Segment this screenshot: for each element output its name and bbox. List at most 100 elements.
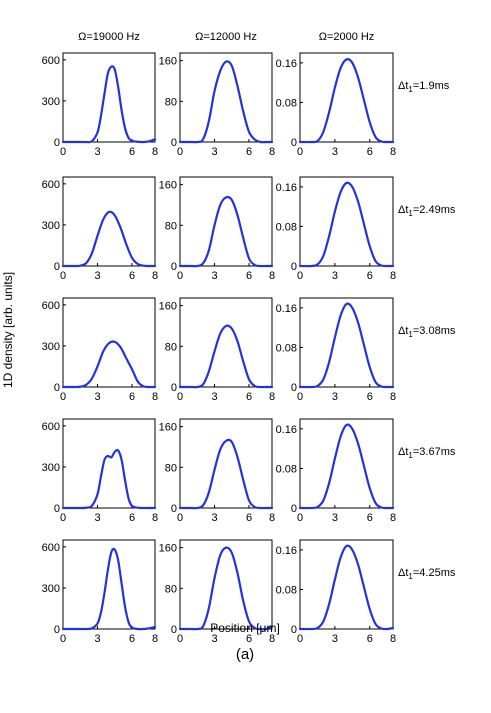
panel-frame: [62, 297, 156, 388]
panel-frame: [62, 176, 156, 267]
x-tick-label: 6: [246, 146, 252, 158]
x-tick-label: 6: [246, 633, 252, 645]
y-tick-label: 0.16: [276, 303, 297, 315]
x-tick-label: 6: [246, 512, 252, 524]
row-label-prefix: Δt: [398, 325, 408, 337]
column-titles: Ω=19000 Hz Ω=12000 Hz Ω=2000 Hz: [78, 31, 374, 43]
row-labels: Δt1=1.9msΔt1=2.49msΔt1=3.08msΔt1=3.67msΔ…: [398, 80, 456, 581]
panel: 0 3 6 8 0 300 600: [42, 297, 158, 403]
x-tick-label: 6: [129, 391, 135, 403]
x-tick-label: 3: [211, 146, 217, 158]
y-tick-label: 160: [159, 180, 177, 192]
panel-frame: [62, 418, 156, 509]
x-tick-label: 3: [94, 270, 100, 282]
y-tick-label: 0: [171, 261, 177, 273]
panel: 0 3 6 8 0 0.08 0.16: [276, 176, 396, 282]
density-curve: [298, 58, 395, 144]
y-tick-label: 0: [54, 382, 60, 394]
y-tick-label: 300: [42, 96, 60, 108]
row-label-value: 2.49ms: [419, 204, 456, 216]
y-tick-label: 80: [165, 462, 177, 474]
panel-frame: [299, 418, 394, 509]
x-tick-label: 0: [297, 633, 303, 645]
y-tick-label: 160: [159, 543, 177, 555]
x-tick-label: 6: [129, 270, 135, 282]
y-tick-label: 160: [159, 56, 177, 68]
column-title: Ω=19000 Hz: [78, 31, 140, 43]
column-title: Ω=2000 Hz: [319, 31, 375, 43]
panel: 0 3 6 8 0 300 600: [42, 539, 158, 645]
x-tick-label: 3: [211, 270, 217, 282]
x-tick-label: 6: [367, 391, 373, 403]
y-tick-label: 600: [42, 300, 60, 312]
x-tick-label: 0: [177, 391, 183, 403]
y-tick-label: 300: [42, 341, 60, 353]
row-label-subscript: 1: [408, 572, 413, 581]
y-tick-label: 300: [42, 220, 60, 232]
y-tick-label: 0.08: [276, 221, 297, 233]
panel-frame: [179, 52, 273, 143]
y-tick-label: 0: [291, 503, 297, 515]
row-label: Δt1=3.67ms: [398, 446, 456, 460]
x-tick-label: 3: [332, 391, 338, 403]
y-tick-label: 0: [291, 261, 297, 273]
density-curve: [61, 65, 157, 144]
row-label-prefix: Δt: [398, 446, 408, 458]
panel-frame: [299, 297, 394, 388]
y-tick-label: 0: [54, 137, 60, 149]
row-label-value: 3.67ms: [419, 446, 456, 458]
y-tick-label: 160: [159, 422, 177, 434]
y-tick-label: 80: [165, 96, 177, 108]
x-tick-label: 8: [152, 270, 158, 282]
density-curve: [61, 340, 157, 389]
x-tick-label: 3: [211, 512, 217, 524]
y-tick-label: 0: [291, 137, 297, 149]
panel-frame: [179, 176, 273, 267]
row-label: Δt1=3.08ms: [398, 325, 456, 339]
column-title: Ω=12000 Hz: [195, 31, 257, 43]
y-tick-label: 0.16: [276, 58, 297, 70]
x-tick-label: 0: [177, 633, 183, 645]
x-tick-label: 6: [367, 146, 373, 158]
y-tick-label: 0: [54, 503, 60, 515]
x-tick-label: 8: [152, 512, 158, 524]
x-tick-label: 6: [129, 633, 135, 645]
x-tick-label: 0: [60, 512, 66, 524]
density-curve: [61, 210, 157, 268]
panel-frame: [62, 52, 156, 143]
x-tick-label: 0: [297, 391, 303, 403]
y-tick-label: 0.08: [276, 97, 297, 109]
x-tick-label: 0: [177, 512, 183, 524]
panel: 0 3 6 8 0 0.08 0.16: [276, 297, 396, 403]
y-tick-label: 80: [165, 220, 177, 232]
x-tick-label: 0: [297, 146, 303, 158]
x-tick-label: 3: [332, 512, 338, 524]
x-tick-label: 0: [60, 146, 66, 158]
row-label-prefix: Δt: [398, 204, 408, 216]
y-tick-label: 600: [42, 179, 60, 191]
x-tick-label: 8: [269, 270, 275, 282]
x-tick-label: 3: [211, 633, 217, 645]
panel-frame: [299, 176, 394, 267]
panel-frame: [179, 418, 273, 509]
density-curve: [178, 546, 274, 631]
y-tick-label: 600: [42, 421, 60, 433]
x-tick-label: 3: [94, 633, 100, 645]
row-label-prefix: Δt: [398, 567, 408, 579]
y-tick-label: 0: [54, 624, 60, 636]
panel: 0 3 6 8 0 0.08 0.16: [276, 539, 396, 645]
y-tick-label: 80: [165, 341, 177, 353]
x-tick-label: 0: [60, 270, 66, 282]
y-tick-label: 0.16: [276, 182, 297, 194]
panel-frame: [179, 539, 273, 630]
x-tick-label: 6: [367, 512, 373, 524]
row-label-subscript: 1: [408, 85, 413, 94]
y-tick-label: 0.08: [276, 584, 297, 596]
row-label-subscript: 1: [408, 451, 413, 460]
x-axis-label: Position [μm]: [210, 621, 280, 635]
x-tick-label: 8: [269, 512, 275, 524]
x-tick-label: 6: [367, 270, 373, 282]
